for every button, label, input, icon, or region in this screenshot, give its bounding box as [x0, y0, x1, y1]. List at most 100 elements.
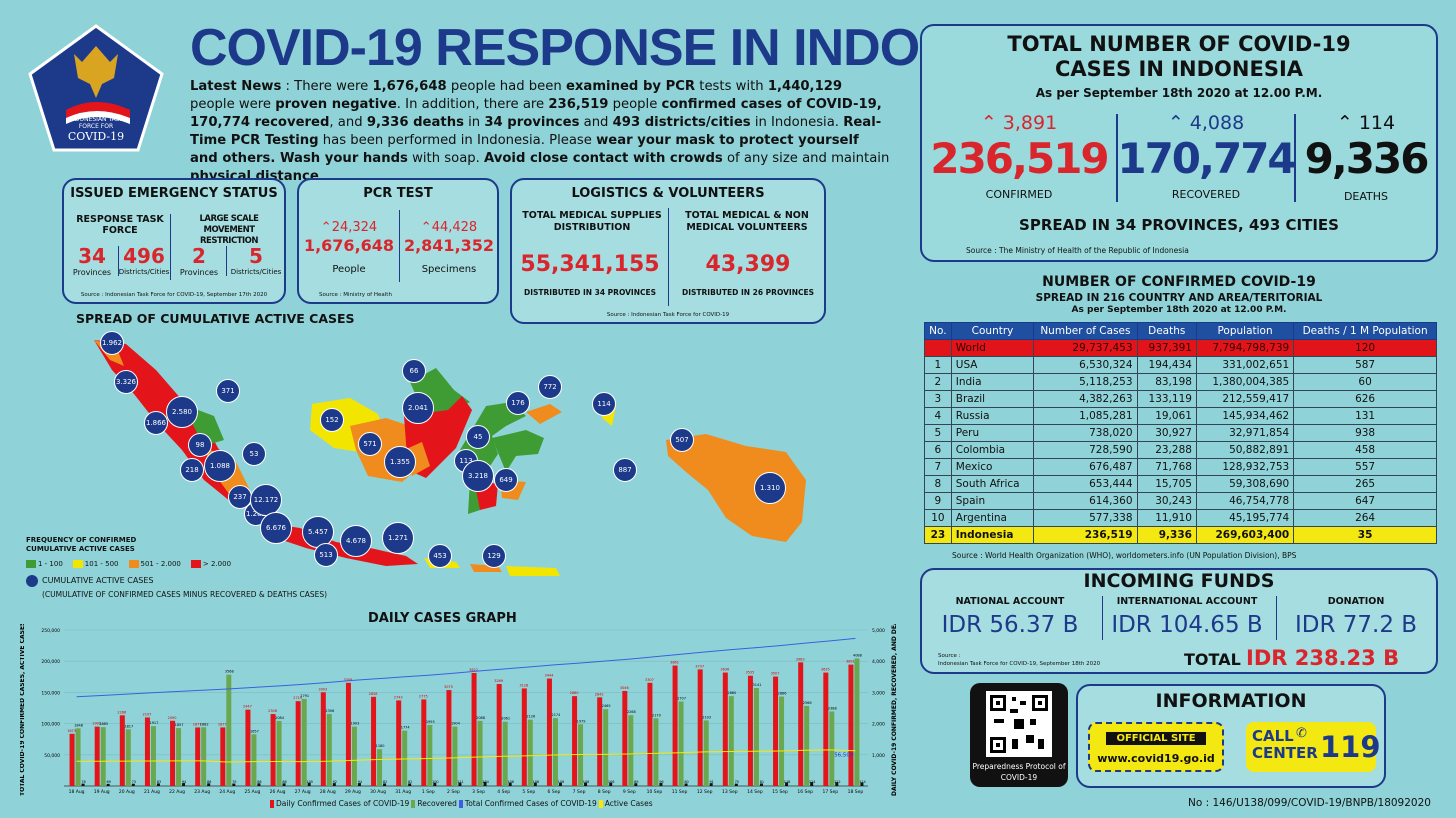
daily-recovered-bar — [452, 726, 458, 786]
daily-confirmed-bar — [345, 682, 351, 786]
map-legend-label: 501 - 2.000 — [140, 560, 181, 568]
emergency-title: ISSUED EMERGENCY STATUS — [70, 186, 278, 201]
daily-confirmed-bar — [597, 697, 603, 786]
news-segment: . In addition, there are — [396, 97, 549, 112]
daily-recovered-bar — [226, 674, 232, 786]
map-legend-line-2: CUMULATIVE ACTIVE CASES — [26, 545, 135, 553]
news-segment: people were — [190, 97, 276, 112]
table-cell: South Africa — [950, 475, 1035, 493]
international-account-value: IDR 104.65 B — [1111, 612, 1263, 638]
total-source: Source : The Ministry of Health of the R… — [966, 246, 1189, 255]
daily-confirmed-bar — [220, 727, 226, 786]
map-case-dot: 45 — [466, 425, 490, 449]
recovered-data-label: 3568 — [225, 670, 234, 674]
map-legend-swatch — [190, 560, 201, 568]
chart-y2-label: DAILY COVID-19 CONFIRMED, RECOVERED, AND… — [891, 624, 898, 796]
table-cell: Spain — [950, 492, 1035, 510]
daily-recovered-bar — [603, 709, 609, 786]
map-dots: 1.962 3.326 2.580 1.866 371 98 1.088 53 218 237 1.… — [0, 0, 786, 568]
daily-recovered-bar — [251, 734, 257, 786]
recovered-data-label: 1903 — [350, 722, 359, 726]
table-header-cell: Population — [1195, 322, 1295, 340]
qr-code-tile[interactable]: Preparedness Protocol of COVID-19 — [970, 683, 1068, 787]
large-scale-restriction-label: LARGE SCALE MOVEMENT RESTRICTION — [199, 214, 259, 246]
daily-death-bar — [332, 783, 336, 786]
daily-recovered-bar — [502, 721, 508, 786]
information-title: INFORMATION — [1155, 690, 1307, 712]
daily-confirmed-bar — [697, 669, 703, 786]
table-cell: 15,705 — [1136, 475, 1197, 493]
chart-y2-tick: 5,000 — [872, 628, 885, 634]
recovered-data-label: 2061 — [501, 717, 510, 721]
map-title: SPREAD OF CUMULATIVE ACTIVE CASES — [76, 311, 355, 326]
death-data-label: 100 — [432, 780, 439, 784]
daily-confirmed-bar — [94, 726, 100, 786]
map-case-dot: 152 — [320, 408, 344, 432]
funds-title: INCOMING FUNDS — [1083, 570, 1275, 592]
daily-death-bar — [433, 782, 437, 786]
daily-confirmed-bar — [320, 692, 326, 786]
map-case-dot: 2.041 — [402, 392, 434, 424]
news-segment: of any size and maintain — [722, 151, 890, 166]
table-cell: 131 — [1293, 407, 1437, 425]
daily-confirmed-bar — [245, 709, 251, 786]
deaths-value: 9,336 — [1304, 134, 1430, 183]
confirmed-data-label: 2842 — [595, 692, 604, 696]
daily-death-bar — [383, 783, 387, 786]
recovered-data-label: 1817 — [124, 724, 133, 728]
table-cell: 46,754,778 — [1195, 492, 1295, 510]
psbb-districts-label: Districts/Cities — [230, 268, 282, 276]
table-cell: 128,932,753 — [1195, 458, 1295, 476]
chart-x-tick: 14 Sep — [747, 789, 763, 795]
official-site-link[interactable]: OFFICIAL SITE www.covid19.go.id — [1088, 722, 1224, 772]
confirmed-data-label: 3636 — [720, 668, 729, 672]
confirmed-data-label: 2447 — [243, 705, 252, 709]
chart-x-tick: 21 Aug — [144, 789, 160, 795]
table-cell: 5,118,253 — [1033, 373, 1138, 391]
table-cell: 19,061 — [1136, 407, 1197, 425]
daily-death-bar — [458, 782, 462, 786]
death-data-label: 108 — [583, 780, 590, 784]
table-row: 4 Russia 1,085,281 19,061 145,934,462 131 — [924, 407, 1437, 425]
call-center-button[interactable]: CALL CENTER ✆ 119 — [1246, 722, 1381, 772]
daily-recovered-bar — [829, 711, 835, 786]
country-table: No. Country Number of Cases Deaths Populatio… — [924, 322, 1437, 544]
table-cell: 50,882,891 — [1195, 441, 1295, 459]
pcr-title: PCR TEST — [363, 186, 433, 201]
death-data-label: 80 — [684, 780, 688, 784]
recovered-data-label: 1904 — [451, 722, 461, 726]
daily-death-bar — [860, 782, 864, 786]
table-cell: 2 — [924, 373, 952, 391]
confirmed-data-label: 2858 — [369, 692, 378, 696]
international-account-label: INTERNATIONAL ACCOUNT — [1116, 596, 1258, 607]
table-cell: 60 — [1293, 373, 1437, 391]
table-cell: 71,768 — [1136, 458, 1197, 476]
response-task-force-label: RESPONSE TASK FORCE — [76, 214, 164, 236]
table-cell: 5 — [924, 424, 952, 442]
daily-death-bar — [257, 783, 261, 786]
call-label-2: CENTER — [1252, 744, 1318, 762]
recovered-increase-value: 4,088 — [1189, 112, 1245, 134]
daily-confirmed-bar — [471, 672, 477, 786]
map-case-dot: 3.218 — [462, 460, 494, 492]
confirmed-data-label: 1877 — [218, 722, 227, 726]
confirmed-data-label: 3622 — [469, 668, 478, 672]
table-cell: World — [950, 339, 1035, 357]
daily-confirmed-bar — [396, 700, 402, 786]
medical-supplies-dist: DISTRIBUTED IN 34 PROVINCES — [523, 288, 657, 297]
death-data-label: 81 — [760, 780, 764, 784]
daily-death-bar — [156, 783, 160, 786]
death-data-label: 94 — [182, 780, 187, 784]
chart-x-tick: 1 Sep — [422, 789, 435, 795]
chart-y-tick: 100,000 — [41, 722, 60, 728]
recovered-data-label: 2388 — [828, 706, 837, 710]
table-cell: 738,020 — [1033, 424, 1138, 442]
confirmed-data-label: 2719 — [293, 696, 302, 700]
chart-legend: Daily Confirmed Cases of COVID-19 Recover… — [268, 799, 653, 808]
daily-confirmed-bar — [572, 696, 578, 786]
chart-x-tick: 31 Aug — [395, 789, 411, 795]
news-segment: wear your mask to protect yourself and o… — [190, 133, 859, 166]
table-cell: 212,559,417 — [1195, 390, 1295, 408]
cumulative-dot-sub: (CUMULATIVE OF CONFIRMED CASES MINUS REC… — [42, 590, 328, 599]
map-case-dot: 371 — [216, 379, 240, 403]
